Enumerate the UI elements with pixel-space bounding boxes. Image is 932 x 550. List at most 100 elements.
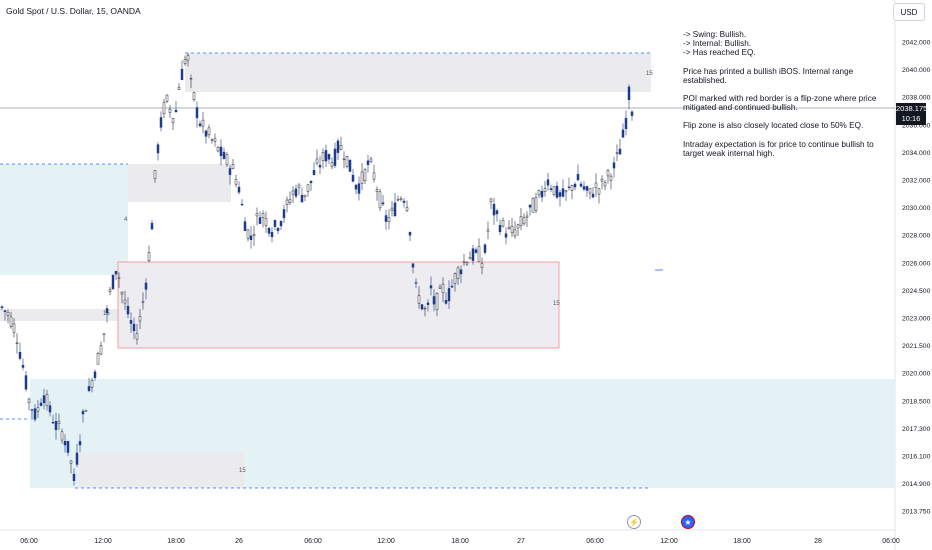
candle-body [453,273,457,284]
candle-body [117,277,121,279]
y-tick-label: 2016.100 [902,454,931,461]
candle-body [609,175,613,181]
candle-body [552,186,556,195]
candle-body [351,174,355,182]
candle-body [531,198,535,213]
x-tick-label: 18:00 [167,538,185,545]
candle-body [111,274,115,290]
candle-body [567,186,571,188]
candle-body [33,408,37,420]
candle-body [312,169,316,175]
x-tick-label: 06:00 [882,538,900,545]
candle-body [24,375,28,390]
candle-body [411,263,415,268]
candle-body [627,86,631,101]
candle-body [498,225,502,233]
candle-body [267,227,271,234]
candle-body [327,154,331,160]
candle-body [480,263,484,268]
candle-body [306,184,310,192]
zone-label: 15 [553,301,560,307]
current-price-value: 2038.175 [896,104,928,113]
y-tick-label: 2036.000 [902,122,931,129]
candle-body [486,229,490,232]
x-tick-label: 12:00 [660,538,678,545]
candle-body [339,145,343,150]
candle-body [141,301,145,303]
candle-body [495,210,499,215]
y-tick-label: 2014.900 [902,481,931,488]
candle-body [582,186,586,190]
candle-body [57,420,61,424]
flash-icon[interactable]: ⚡ [627,515,641,529]
candle-body [399,198,403,201]
candle-body [273,220,277,227]
candle-body [15,342,19,344]
x-tick-label: 12:00 [377,538,395,545]
candle-body [576,173,580,181]
us-flag-icon[interactable]: ★ [681,515,695,529]
candle-body [108,289,112,292]
analysis-notes: -> Swing: Bullish. -> Internal: Bullish.… [683,30,878,167]
candle-body [489,198,493,202]
candle-body [288,199,292,203]
candle-body [600,178,604,182]
candle-body [471,248,475,261]
candle-body [159,117,163,128]
candle-body [372,172,376,180]
candle-body [459,269,463,275]
candle-body [105,308,109,314]
candle-body [423,307,427,310]
candle-body [603,182,607,187]
candle-body [519,216,523,227]
candle-body [501,220,505,227]
candle-body [276,228,280,231]
y-tick-label: 2013.750 [902,509,931,516]
candle-body [555,185,559,198]
candle-body [330,162,334,168]
y-tick-label: 2028.000 [902,233,931,240]
candle-body [363,169,367,181]
candle-body [285,199,289,205]
candle-body [60,431,64,441]
candle-body [579,183,583,187]
y-tick-label: 2026.000 [902,260,931,267]
candle-body [228,168,232,175]
candle-body [408,232,412,236]
candle-body [570,185,574,191]
candle-body [315,158,319,164]
candle-body [144,282,148,290]
candle-body [42,395,46,404]
candle-body [585,186,589,191]
y-tick-label: 2030.000 [902,205,931,212]
candle-body [534,197,538,211]
candle-body [624,118,628,129]
candle-body [264,218,268,226]
candle-body [594,182,598,188]
candle-body [378,191,382,209]
note-paragraph: Flip zone is also closely located close … [683,121,864,131]
y-tick-label: 2020.000 [902,371,931,378]
candle-body [87,386,91,392]
candle-body [150,222,154,230]
candle-body [444,300,448,304]
x-tick-label: 26 [235,538,243,545]
y-tick-label: 2018.500 [902,398,931,405]
candle-body [213,138,217,142]
currency-button[interactable]: USD [893,3,925,21]
y-tick-label: 2032.000 [902,178,931,185]
candle-body [12,323,16,333]
x-tick-label: 06:00 [20,538,38,545]
x-tick-label: 06:00 [586,538,604,545]
candle-body [435,293,439,311]
flip-zone [117,261,560,349]
candle-body [324,150,328,162]
candle-body [189,77,193,80]
candle-body [3,310,7,313]
candle-body [231,164,235,169]
candle-body [204,130,208,137]
candle-body [249,235,253,240]
candle-body [492,204,496,216]
candle-body [192,92,196,100]
